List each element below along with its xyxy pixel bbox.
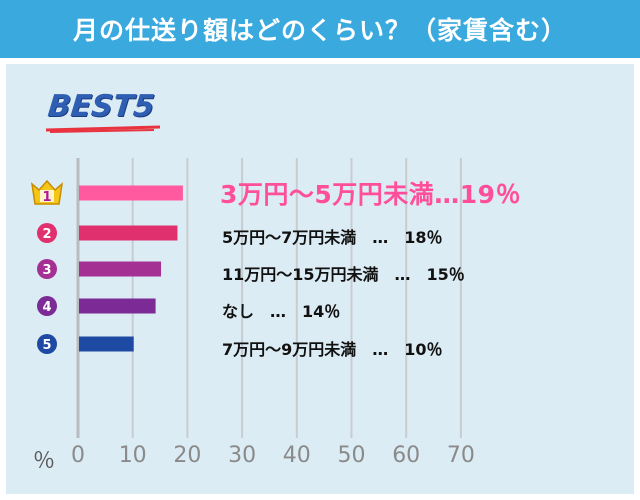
bar-rank-4 xyxy=(79,298,156,314)
x-tick-label: 40 xyxy=(282,443,311,468)
chart-panel xyxy=(6,64,634,494)
chart-title: 月の仕送り額はどのくらい？（家賃含む） xyxy=(72,16,567,45)
x-tick-label: 0 xyxy=(71,443,85,468)
rank-badge-icon: 2 xyxy=(37,223,57,243)
x-tick-label: 70 xyxy=(446,443,475,468)
rank-badge-icon: 4 xyxy=(37,296,57,316)
x-tick-label: 50 xyxy=(337,443,366,468)
rank-number: 2 xyxy=(42,227,51,242)
data-label-rank-5: 7万円～9万円未満 … 10％ xyxy=(222,340,443,359)
bar-rank-5 xyxy=(79,336,134,352)
header-bar: 月の仕送り額はどのくらい？（家賃含む） xyxy=(0,0,640,58)
data-label-rank-4: なし … 14％ xyxy=(222,302,341,321)
x-tick-label: 10 xyxy=(118,443,147,468)
data-label-rank-2: 5万円～7万円未満 … 18％ xyxy=(222,228,443,247)
bar-rank-3 xyxy=(79,261,162,277)
data-label-rank-1: 3万円～5万円未満…19％ xyxy=(220,180,522,209)
data-label-rank-3: 11万円～15万円未満 … 15％ xyxy=(222,265,465,284)
x-tick-label: 60 xyxy=(392,443,421,468)
bar-rank-2 xyxy=(79,225,178,241)
best5-underline xyxy=(45,125,161,133)
rank-number: 5 xyxy=(42,338,51,353)
x-tick-label: 20 xyxy=(173,443,202,468)
rank-number: 1 xyxy=(42,190,51,205)
bar-rank-1 xyxy=(79,185,183,201)
rank-number: 3 xyxy=(42,263,51,278)
x-tick-label: 30 xyxy=(228,443,257,468)
rank-number: 4 xyxy=(42,300,51,315)
crown-icon: 1 xyxy=(30,179,64,205)
rank-badge-icon: 3 xyxy=(37,259,57,279)
x-axis-unit: ％ xyxy=(33,449,56,474)
rank-badge-icon: 5 xyxy=(37,334,57,354)
